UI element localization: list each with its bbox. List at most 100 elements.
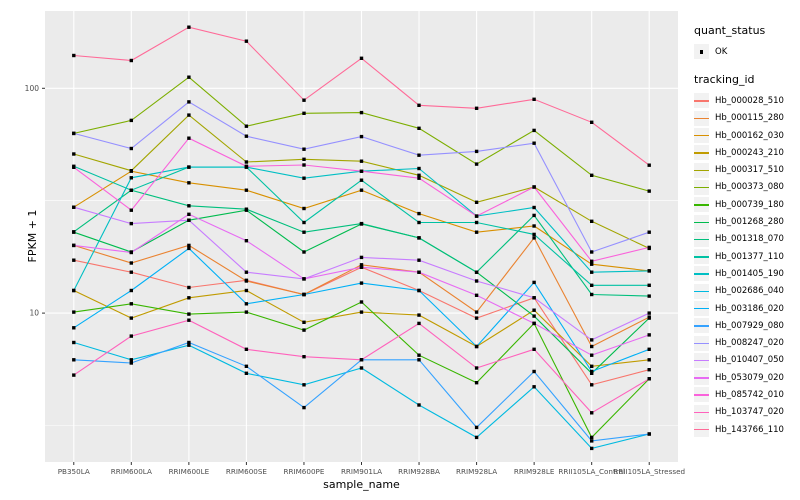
data-point <box>302 230 306 234</box>
data-point <box>474 230 479 234</box>
legend-entry: Hb_008247_020 <box>694 335 800 351</box>
data-point <box>72 340 76 345</box>
legend-label: Hb_001318_070 <box>715 234 784 245</box>
data-point <box>532 369 536 374</box>
data-point <box>417 321 421 326</box>
data-point <box>647 377 651 381</box>
x-tick-label: RRIM600LE <box>169 467 210 476</box>
legend-label: Hb_000317_510 <box>715 165 784 176</box>
data-point <box>187 75 191 79</box>
legend-tracking-id: tracking_id Hb_000028_510 Hb_000115_280 Hb… <box>694 73 800 438</box>
legend-label: Hb_085742_010 <box>715 389 784 400</box>
y-tick-label: 100 <box>25 84 40 93</box>
data-point <box>72 230 76 234</box>
data-point <box>532 308 536 312</box>
line-swatch-icon <box>694 352 709 368</box>
legend-label: OK <box>715 46 728 57</box>
data-point <box>244 188 249 192</box>
data-point <box>129 358 133 362</box>
legend-title-tracking-id: tracking_id <box>694 73 755 87</box>
legend-entry: Hb_002686_040 <box>694 283 800 299</box>
legend-label: Hb_000028_510 <box>715 95 784 106</box>
legend-label: Hb_000373_080 <box>715 182 784 193</box>
legend-label: Hb_001377_110 <box>715 251 784 262</box>
data-point <box>359 300 364 304</box>
data-point <box>244 270 249 274</box>
line-swatch-icon <box>694 266 709 282</box>
legend-label: Hb_002686_040 <box>715 286 784 297</box>
data-point <box>244 302 249 306</box>
data-point <box>474 214 479 218</box>
data-point <box>532 205 536 210</box>
legend-entry: Hb_000028_510 <box>694 93 800 109</box>
data-point <box>244 347 249 351</box>
line-swatch-icon <box>694 162 709 178</box>
line-swatch-icon <box>694 145 709 161</box>
data-point <box>590 259 594 263</box>
data-point <box>302 277 306 281</box>
data-point <box>302 157 306 161</box>
data-point <box>417 403 421 407</box>
legend-quant-status: quant_status OK <box>694 24 800 60</box>
data-point <box>129 361 133 365</box>
line-swatch-icon <box>694 318 709 334</box>
line-swatch-icon <box>694 128 709 144</box>
data-point <box>359 188 364 192</box>
x-tick-label: RRIM928LE <box>514 467 555 476</box>
data-point <box>474 425 479 430</box>
data-point <box>532 213 536 218</box>
legend-entry: Hb_001405_190 <box>694 266 800 282</box>
legend-label: Hb_103747_020 <box>715 407 784 418</box>
data-point <box>187 296 191 300</box>
data-point <box>359 110 364 115</box>
data-point <box>474 366 479 370</box>
x-tick-label: RRIM600PE <box>284 467 325 476</box>
data-point <box>129 250 133 255</box>
data-point <box>302 405 306 410</box>
data-point <box>187 312 191 316</box>
data-point <box>359 358 364 362</box>
data-point <box>129 316 133 320</box>
data-point <box>129 58 133 63</box>
data-point <box>187 136 191 140</box>
legend-label: Hb_000243_210 <box>715 147 784 158</box>
data-point <box>187 343 191 347</box>
data-point <box>647 358 651 362</box>
legend-entry: Hb_000373_080 <box>694 179 800 195</box>
data-point <box>244 164 249 168</box>
data-point <box>129 146 133 151</box>
legend-entry: Hb_010407_050 <box>694 352 800 368</box>
data-point <box>302 328 306 332</box>
data-point <box>474 149 479 154</box>
line-swatch-icon <box>694 179 709 195</box>
data-point <box>302 147 306 151</box>
data-point <box>647 189 651 193</box>
data-point <box>302 383 306 387</box>
data-point <box>590 270 594 274</box>
data-point <box>187 25 191 29</box>
data-point <box>590 383 594 387</box>
data-point <box>302 163 306 167</box>
data-point <box>72 310 76 314</box>
line-swatch-icon <box>694 283 709 299</box>
data-point <box>417 236 421 240</box>
data-point <box>474 200 479 204</box>
data-point <box>244 310 249 314</box>
data-point <box>187 318 191 322</box>
data-point <box>187 340 191 345</box>
data-point <box>590 369 594 374</box>
legend-title-quant-status: quant_status <box>694 24 766 37</box>
data-point <box>244 371 249 375</box>
line-swatch-icon <box>694 370 709 386</box>
legend-entry: Hb_001377_110 <box>694 249 800 265</box>
legend-entry: Hb_085742_010 <box>694 387 800 403</box>
legend-entry: Hb_000739_180 <box>694 197 800 213</box>
data-point <box>187 100 191 104</box>
data-point <box>474 435 479 440</box>
data-point <box>417 353 421 357</box>
legend-label: Hb_007929_080 <box>715 320 784 331</box>
data-point <box>417 173 421 177</box>
data-point <box>474 316 479 320</box>
